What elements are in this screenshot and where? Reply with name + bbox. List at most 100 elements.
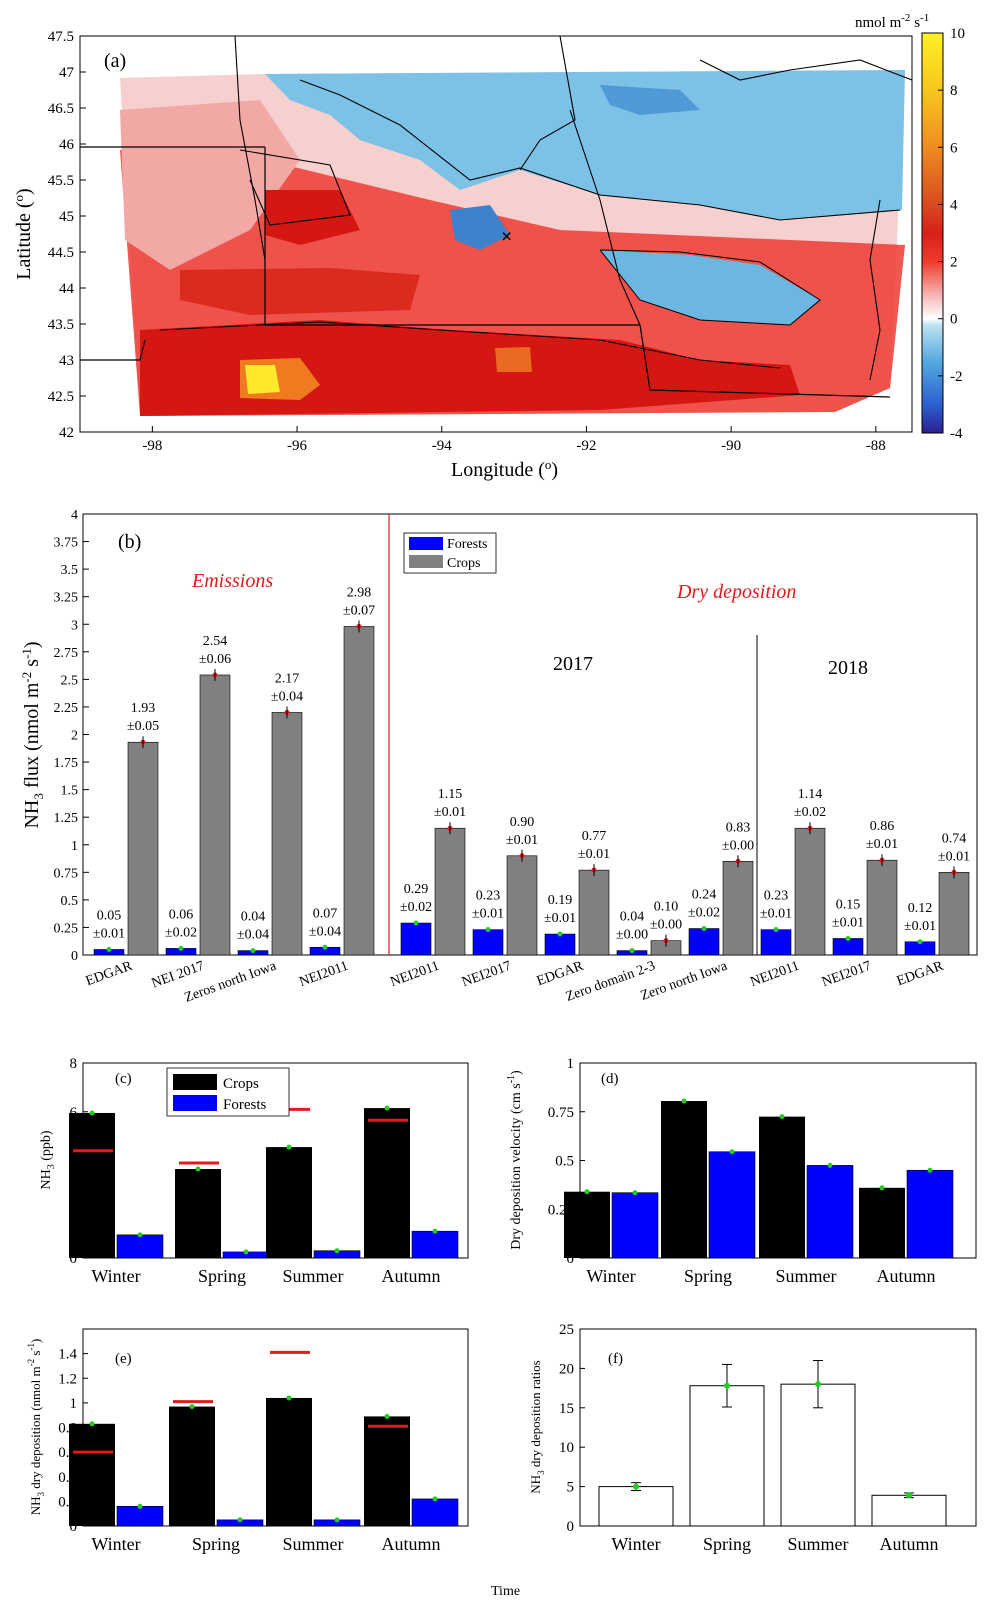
crops-bar (127, 741, 159, 956)
y-tick-label: 42 (59, 425, 74, 441)
y-tick-label: 1.25 (54, 811, 79, 826)
category-label: Summer (283, 1266, 344, 1286)
crops-bar (266, 1397, 312, 1526)
panel-d-label: (d) (601, 1071, 619, 1087)
crops-bar (434, 827, 466, 956)
category-label: EDGAR (895, 958, 946, 989)
crops-error-label: ±0.05 (127, 719, 159, 734)
panel-e-y-axis-label: NH3 dry deposition (nmol m-2 s-1) (26, 1339, 46, 1516)
y-tick-label: 2 (71, 729, 78, 744)
category-label: Summer (788, 1534, 849, 1554)
y-tick-label: 0 (567, 1519, 575, 1535)
forests-error-marker (137, 1503, 143, 1509)
crops-error-marker (584, 1189, 590, 1195)
forests-bar (806, 1165, 854, 1259)
panel-f-bars: 0 5 10 15 20 25 Winter Spring Summer Autumn (559, 1322, 947, 1554)
x-tick-label: -92 (576, 438, 596, 454)
y-tick-label: 47 (59, 65, 75, 81)
map-blue-lake (600, 250, 820, 325)
y-tick-label: 44.5 (48, 245, 74, 261)
crops-value-label: 2.98 (347, 585, 372, 600)
y-tick-label: 3.5 (61, 563, 79, 578)
forests-error-marker (322, 944, 328, 950)
crops-value-label: 0.77 (582, 829, 607, 844)
map-deep-red-1 (265, 190, 360, 245)
panel-a-map: × (a) -98 -96 -94 -92 -90 -88 4242.54343.5444… (11, 12, 965, 481)
forests-bar (544, 933, 576, 956)
forests-bar (906, 1169, 954, 1259)
category-label: Spring (703, 1534, 751, 1554)
crops-error-label: ±0.01 (866, 837, 898, 852)
forests-value-label: 0.15 (836, 897, 861, 912)
map-blue-north (265, 70, 905, 220)
forests-value-label: 0.05 (97, 908, 122, 923)
forests-error-marker (927, 1167, 933, 1173)
crops-error-label: ±0.01 (506, 833, 538, 848)
y-tick-label: 46 (59, 137, 75, 153)
y-tick-label: 2.5 (61, 673, 79, 688)
state-border (569, 109, 641, 326)
y-tick-label: 3.25 (54, 591, 79, 606)
forests-error-label: ±0.01 (904, 919, 936, 934)
year-2017-label: 2017 (553, 653, 593, 675)
ratio-marker (633, 1483, 639, 1490)
flux-map-field: × (80, 36, 912, 416)
forests-value-label: 0.06 (169, 907, 194, 922)
colorbar-tick-label: 4 (950, 197, 958, 213)
crops-value-label: 0.74 (942, 831, 967, 846)
crops-error-label: ±0.00 (650, 918, 682, 933)
panel-b-y-axis-label: NH3 flux (nmol m-2 s-1) (19, 641, 46, 828)
forests-error-label: ±0.02 (688, 906, 720, 921)
forests-error-marker (701, 926, 707, 932)
y-tick-label: 10 (559, 1440, 574, 1456)
forests-error-marker (250, 948, 256, 954)
ratio-bar (598, 1486, 674, 1527)
y-tick-label: 15 (559, 1401, 574, 1417)
forests-error-marker (334, 1248, 340, 1254)
colorbar-tick-label: 6 (950, 140, 958, 156)
y-tick-label: 3.75 (54, 536, 79, 551)
y-tick-label: 0 (70, 1251, 78, 1267)
forests-error-label: ±0.02 (165, 925, 197, 940)
crops-bar (506, 855, 538, 956)
panel-b-bars: 0.05 ±0.01 1.93 ±0.05 EDGAR 0.06 ±0.02 2.54 ±0.0… (84, 585, 970, 1005)
y-tick-label: 1 (71, 839, 78, 854)
panel-e-label: (e) (115, 1351, 132, 1367)
y-tick-label: 1 (70, 1396, 78, 1412)
map-contour-line (159, 321, 781, 369)
crops-bar (759, 1116, 805, 1258)
forests-error-marker (237, 1517, 243, 1523)
y-tick-label: 45 (59, 209, 74, 225)
y-tick-label: 44 (59, 281, 75, 297)
y-tick-label: 46.5 (48, 101, 74, 117)
crops-bar (564, 1191, 610, 1258)
legend-swatch-crops (409, 555, 443, 568)
x-tick-label: -94 (432, 438, 452, 454)
forests-error-marker (178, 945, 184, 951)
y-tick-label: 0.5 (61, 894, 79, 909)
panel-c-label: (c) (115, 1071, 132, 1087)
crops-error-marker (681, 1098, 687, 1104)
forests-value-label: 0.29 (404, 882, 429, 897)
colorbar (921, 32, 944, 434)
panel-f-axes-box (579, 1328, 977, 1527)
colorbar-tick-label: -2 (950, 369, 963, 385)
forests-error-marker (334, 1517, 340, 1523)
map-orange-patch-2 (495, 347, 532, 372)
forests-bar (400, 922, 432, 956)
x-tick-label: -90 (721, 438, 741, 454)
crops-error-label: ±0.00 (722, 838, 754, 853)
y-tick-label: 1 (567, 1056, 575, 1072)
category-label: Autumn (381, 1266, 440, 1286)
crops-bar (69, 1423, 115, 1526)
state-border (519, 36, 576, 171)
crops-bar (661, 1101, 707, 1258)
forests-bar (688, 928, 720, 956)
dry-deposition-label: Dry deposition (676, 581, 796, 603)
panel-c-y-axis-label: NH3 (ppb) (39, 1130, 57, 1189)
category-label: Summer (283, 1534, 344, 1554)
y-tick-label: 0.5 (555, 1154, 574, 1170)
crops-error-marker (384, 1413, 390, 1419)
